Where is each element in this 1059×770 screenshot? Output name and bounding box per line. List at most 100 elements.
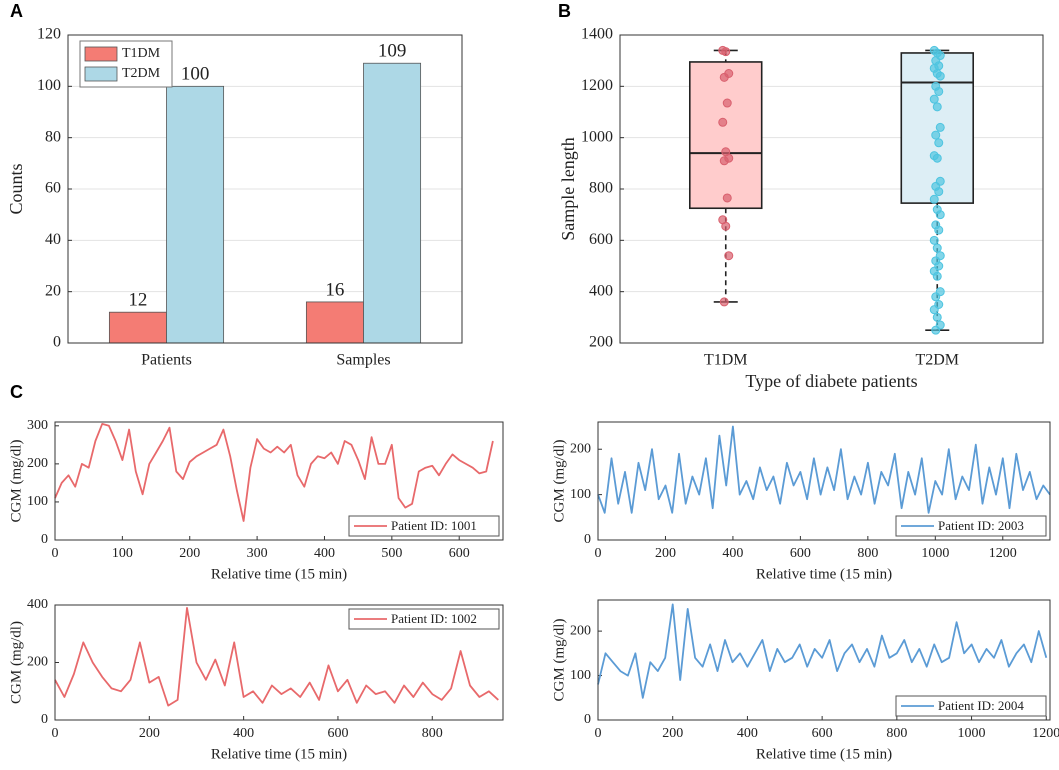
legend-label: T1DM [122,46,161,61]
y-tick-label: 40 [45,231,61,248]
x-tick-label: 400 [314,546,335,561]
box [688,61,763,210]
line [54,423,494,522]
value-label: 16 [325,279,344,300]
legend-swatch [84,66,118,82]
y-tick-label: 100 [37,77,61,94]
y-axis-label: Sample length [558,137,578,240]
legend-swatch [84,46,118,62]
panel: 0 100 200 0 200 400 600 800 1000 1200 Relative tim… [551,599,1059,762]
x-tick-label: Samples [336,352,390,369]
data-point [935,71,945,81]
legend-box [895,515,1047,537]
bar [305,301,364,344]
y-tick-label: 120 [37,26,61,43]
data-point [932,153,942,163]
data-point [722,98,732,108]
y-tick-label: 200 [27,456,48,471]
panel: 0 200 400 0 200 400 600 800 Relative time (15 mi… [8,597,504,762]
y-tick-label: 100 [570,487,591,502]
x-tick-label: 400 [722,546,743,561]
data-point [929,235,939,245]
plot-frame [54,421,504,541]
data-point [934,187,944,197]
x-tick-label: 500 [381,546,402,561]
panel: 0 100 200 0 200 400 600 800 1000 1200 Relative tim… [551,421,1051,582]
y-axis-label: CGM (mg/dl) [551,619,567,702]
x-tick-label: 600 [790,546,811,561]
data-point [721,221,731,231]
data-point [722,193,732,203]
x-tick-label: 1200 [989,546,1017,561]
y-tick-label: 60 [45,180,61,197]
x-tick-label: 200 [139,726,160,741]
line [54,607,499,707]
data-point [935,210,945,220]
data-point [931,292,941,302]
x-tick-label: 0 [52,726,59,741]
y-tick-label: 400 [27,597,48,612]
plot-frame [619,34,1044,344]
bar [166,85,225,344]
panel: C 0 100 200 300 0 100 200 300 400 500 600 Relative t… [8,382,504,582]
y-tick-label: 200 [570,441,591,456]
data-point [934,86,944,96]
x-tick-label: 1000 [921,546,949,561]
y-tick-label: 0 [584,532,591,547]
y-tick-label: 20 [45,282,61,299]
y-tick-label: 100 [570,668,591,683]
y-tick-label: 0 [584,712,591,727]
x-axis-label: Type of diabete patients [745,371,917,391]
y-tick-label: 300 [27,418,48,433]
x-tick-label: 1200 [1032,726,1059,741]
y-tick-label: 0 [53,334,61,351]
x-axis-label: Relative time (15 min) [211,566,347,582]
value-label: 100 [181,64,210,85]
y-axis-label: Counts [6,163,26,214]
y-tick-label: 100 [27,494,48,509]
bar [363,62,422,344]
x-tick-label: Patients [141,352,192,369]
x-tick-label: 600 [812,726,833,741]
x-tick-label: 0 [595,546,602,561]
legend-box [348,515,500,537]
x-axis-label: Relative time (15 min) [756,746,892,762]
x-tick-label: 800 [886,726,907,741]
x-tick-label: 0 [52,546,59,561]
value-label: 12 [128,290,147,311]
y-tick-label: 800 [589,180,613,197]
panel-label: C [10,382,23,402]
legend-label: T2DM [122,66,161,81]
legend-label: Patient ID: 1001 [391,518,477,533]
data-point [932,102,942,112]
data-point [721,47,731,57]
line [597,425,1051,514]
plot-frame [67,34,463,344]
x-tick-label: 1000 [958,726,986,741]
x-tick-label: 400 [233,726,254,741]
x-tick-label: 600 [327,726,348,741]
legend-label: Patient ID: 2004 [938,698,1024,713]
line [597,603,1048,699]
legend-label: Patient ID: 1002 [391,611,477,626]
y-tick-label: 200 [570,623,591,638]
legend-label: Patient ID: 2003 [938,518,1024,533]
value-label: 109 [378,41,407,62]
x-tick-label: 0 [595,726,602,741]
x-tick-label: 100 [112,546,133,561]
data-point [724,251,734,261]
data-point [931,130,941,140]
x-tick-label: T2DM [915,352,959,369]
data-point [935,122,945,132]
data-point [934,138,944,148]
y-axis-label: CGM (mg/dl) [8,621,24,704]
x-axis-label: Relative time (15 min) [211,746,347,762]
data-point [931,325,941,335]
data-point [934,225,944,235]
data-point [929,194,939,204]
y-tick-label: 1200 [581,77,613,94]
plot-frame [54,604,504,721]
data-point [932,271,942,281]
y-axis-label: CGM (mg/dl) [551,440,567,523]
